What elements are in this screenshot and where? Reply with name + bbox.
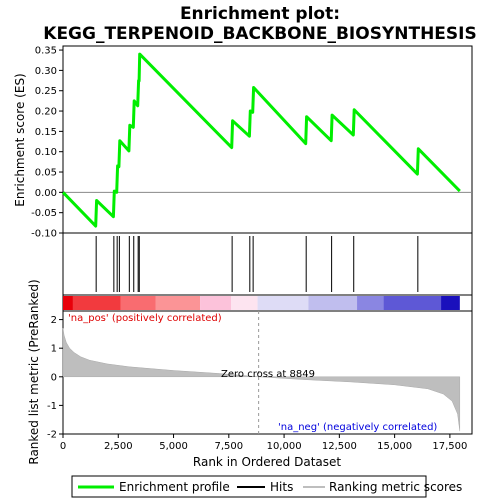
enrichment-profile-line: [61, 52, 461, 228]
ranking-metric-area: [62, 328, 461, 432]
es-y-tick-label-1: -0.05: [31, 208, 57, 219]
x-axis-label: Rank in Ordered Dataset: [193, 455, 341, 469]
legend-hits-label: Hits: [270, 480, 293, 494]
es-y-tick-label-5: 0.15: [35, 127, 57, 138]
color-bar-layer: [63, 296, 460, 310]
es-panel-frame: [62, 45, 473, 234]
color-bar-segment-5: [231, 296, 258, 310]
x-tick-label-1: 2,500: [104, 441, 133, 452]
pos-correlated-label: 'na_pos' (positively correlated): [68, 313, 222, 324]
metric-y-tick-label-4: 2: [51, 315, 57, 326]
neg-correlated-label: 'na_neg' (negatively correlated): [278, 422, 437, 433]
hits-panel-frame: [62, 232, 473, 296]
es-y-tick-label-3: 0.05: [35, 168, 57, 179]
legend-enrichment-label: Enrichment profile: [119, 480, 230, 494]
es-layer: [61, 52, 472, 228]
es-y-tick-label-4: 0.10: [35, 147, 57, 158]
x-tick-label-4: 10,000: [267, 441, 302, 452]
hits-layer: [95, 236, 419, 292]
color-bar-segment-9: [383, 296, 442, 310]
x-tick-label-0: 0: [60, 441, 66, 452]
color-bar-segment-10: [441, 296, 460, 310]
color-bar-segment-6: [257, 296, 309, 310]
es-y-tick-label-8: 0.30: [35, 66, 57, 77]
es-y-axis-label: Enrichment score (ES): [13, 73, 27, 206]
metric-y-tick-label-0: -2: [47, 430, 57, 441]
x-tick-label-5: 12,500: [322, 441, 357, 452]
color-bar-segment-8: [357, 296, 384, 310]
color-bar-segment-4: [200, 296, 232, 310]
metric-y-tick-label-2: 0: [51, 372, 57, 383]
color-bar-segment-3: [155, 296, 201, 310]
x-tick-label-7: 17,500: [432, 441, 467, 452]
es-y-tick-label-7: 0.25: [35, 86, 57, 97]
metric-y-tick-label-1: -1: [47, 401, 57, 412]
color-bar-segment-7: [308, 296, 358, 310]
metric-y-axis-label: Ranked list metric (PreRanked): [27, 279, 41, 464]
axes-layer: -0.10 -0.05 0.00 0.05 0.10 0.15 0.20 0.25 0.30 0.…: [31, 46, 467, 452]
chart-title-line1: Enrichment plot:: [180, 4, 340, 24]
metric-y-tick-label-3: 1: [51, 344, 57, 355]
es-y-tick-label-0: -0.10: [31, 229, 57, 240]
metric-layer: [62, 311, 461, 434]
es-y-tick-label-6: 0.20: [35, 107, 57, 118]
es-y-tick-label-9: 0.35: [35, 46, 57, 57]
color-bar-segment-2: [120, 296, 156, 310]
es-y-tick-label-2: 0.00: [35, 188, 57, 199]
chart-title-line2: KEGG_TERPENOID_BACKBONE_BIOSYNTHESIS: [43, 24, 476, 44]
legend-metric-label: Ranking metric scores: [329, 480, 462, 494]
x-tick-label-6: 15,000: [377, 441, 412, 452]
color-bar-segment-1: [72, 296, 121, 310]
zero-cross-label: Zero cross at 8849: [221, 369, 315, 380]
x-tick-label-3: 7,500: [214, 441, 243, 452]
color-bar-segment-0: [63, 296, 73, 310]
x-tick-label-2: 5,000: [159, 441, 188, 452]
